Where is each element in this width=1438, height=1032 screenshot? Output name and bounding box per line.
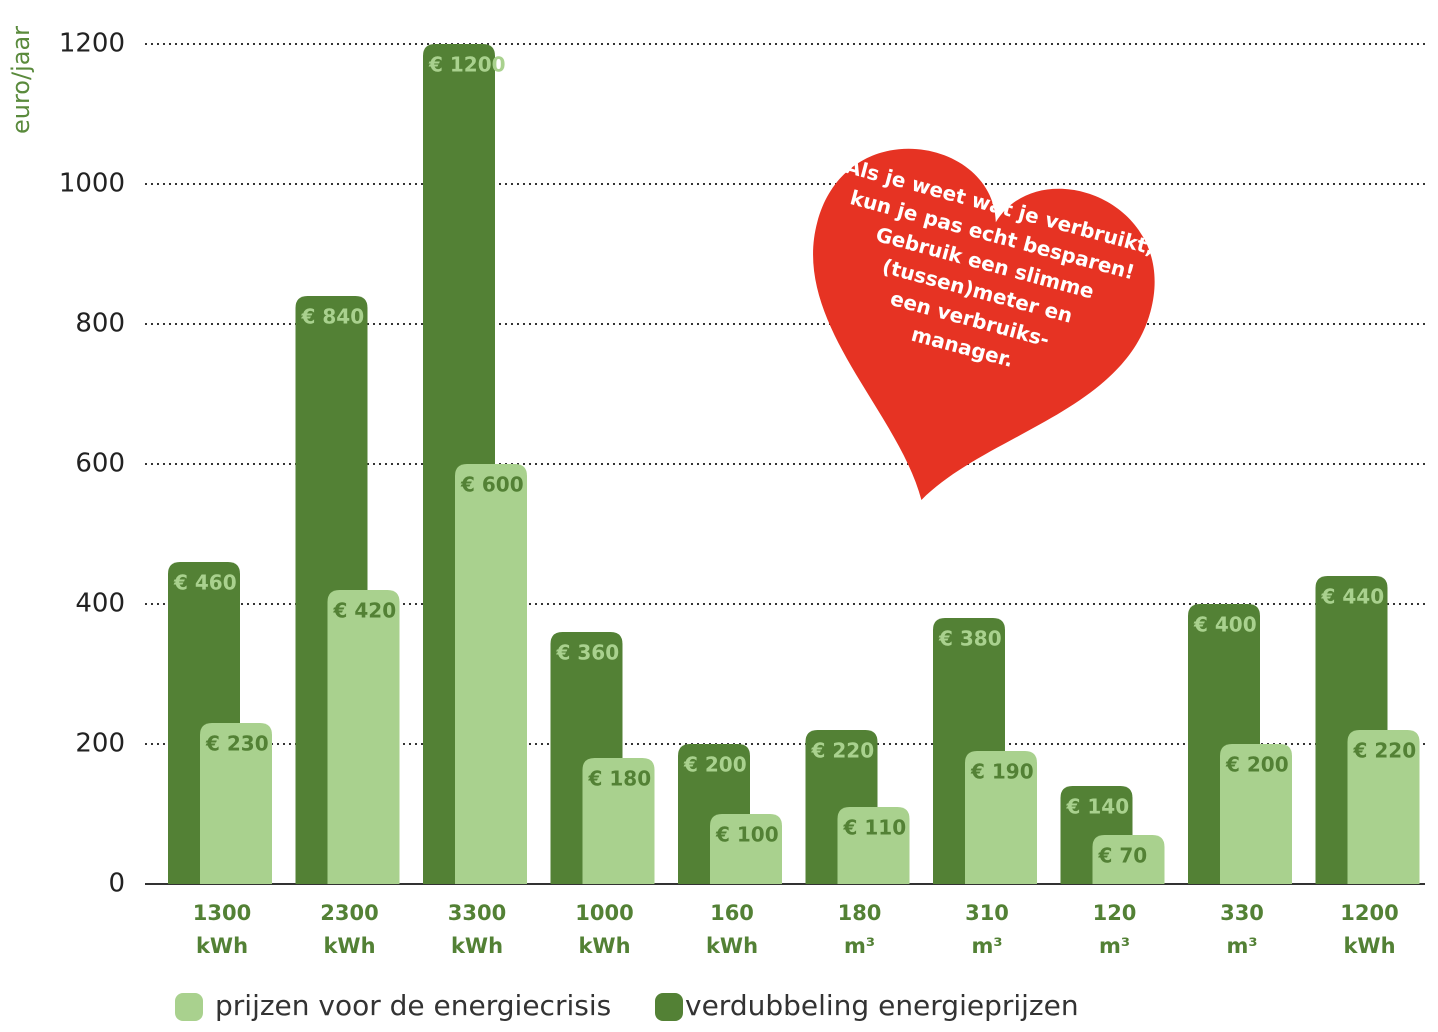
value-label: € 420 [333, 599, 397, 623]
x-tick-label: m³ [1099, 934, 1130, 958]
value-label: € 100 [715, 823, 779, 847]
value-label: € 1200 [428, 53, 506, 77]
x-tick-label: m³ [1226, 934, 1257, 958]
value-label: € 140 [1066, 795, 1130, 819]
value-label: € 110 [843, 816, 907, 840]
x-tick-label: 180 [838, 901, 882, 925]
value-label: € 360 [556, 641, 620, 665]
bar [582, 758, 655, 884]
x-tick-label: kWh [1343, 934, 1395, 958]
legend-swatch [175, 993, 203, 1021]
y-tick-label: 1000 [59, 169, 125, 199]
x-tick-label: 160 [710, 901, 754, 925]
y-tick-label: 400 [75, 589, 125, 619]
value-label: € 380 [938, 627, 1002, 651]
value-label: € 200 [1225, 753, 1289, 777]
value-label: € 70 [1098, 844, 1148, 868]
x-tick-label: kWh [323, 934, 375, 958]
x-tick-label: kWh [578, 934, 630, 958]
value-label: € 600 [460, 473, 524, 497]
x-tick-label: kWh [196, 934, 248, 958]
x-tick-label: 120 [1093, 901, 1137, 925]
heart [813, 148, 1155, 500]
value-label: € 230 [205, 732, 269, 756]
value-label: € 400 [1193, 613, 1257, 637]
value-label: € 460 [173, 571, 237, 595]
x-tick-label: m³ [844, 934, 875, 958]
bar [200, 723, 272, 884]
y-tick-label: 600 [75, 449, 125, 479]
legend-swatch [655, 993, 683, 1021]
bar [327, 590, 400, 884]
y-tick-label: 1200 [59, 29, 125, 59]
heart-annotation: Als je weet wat je verbruikt,kun je pas … [813, 148, 1157, 500]
y-axis-label: euro/jaar [7, 26, 35, 134]
y-tick-label: 200 [75, 729, 125, 759]
value-label: € 220 [1353, 739, 1417, 763]
x-tick-label: kWh [451, 934, 503, 958]
x-tick-label: 2300 [320, 901, 378, 925]
x-tick-label: 3300 [448, 901, 506, 925]
value-label: € 220 [811, 739, 875, 763]
bar [455, 464, 527, 884]
bar [837, 807, 910, 884]
legend-label: prijzen voor de energiecrisis [215, 989, 611, 1022]
value-label: € 840 [301, 305, 365, 329]
x-tick-label: 1000 [575, 901, 633, 925]
value-label: € 190 [970, 760, 1034, 784]
x-tick-label: 310 [965, 901, 1009, 925]
bar [965, 751, 1037, 884]
bar [710, 814, 782, 884]
x-tick-label: m³ [971, 934, 1002, 958]
bar [1220, 744, 1292, 884]
y-tick-label: 0 [108, 869, 125, 899]
value-label: € 180 [588, 767, 652, 791]
x-tick-label: 1300 [193, 901, 251, 925]
y-tick-label: 800 [75, 309, 125, 339]
bar [1092, 835, 1165, 884]
x-tick-label: 1200 [1340, 901, 1398, 925]
value-label: € 440 [1321, 585, 1385, 609]
bar [1347, 730, 1420, 884]
x-tick-label: kWh [706, 934, 758, 958]
legend-label: verdubbeling energieprijzen [685, 989, 1079, 1022]
x-tick-label: 330 [1220, 901, 1264, 925]
value-label: € 200 [683, 753, 747, 777]
